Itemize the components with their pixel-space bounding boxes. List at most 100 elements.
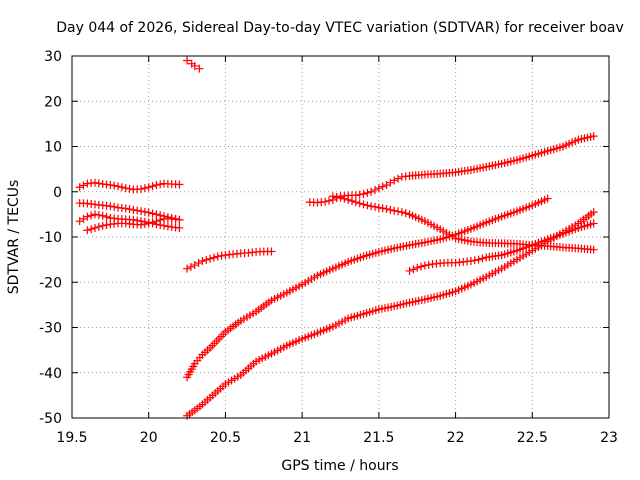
series-arc-4: [83, 214, 184, 235]
data-point: [348, 197, 357, 206]
y-tick-label: -20: [39, 275, 62, 291]
y-tick-label: 10: [44, 140, 62, 156]
data-point: [175, 180, 184, 189]
data-point: [98, 211, 107, 220]
data-point: [378, 204, 387, 213]
series-arc-11: [405, 219, 598, 275]
data-point: [156, 180, 165, 189]
data-point: [405, 266, 414, 275]
data-point: [79, 181, 88, 190]
data-point: [110, 202, 119, 211]
data-point: [87, 211, 96, 220]
x-tick-label: 20: [140, 430, 158, 446]
y-tick-label: 30: [44, 49, 62, 65]
data-point: [190, 61, 199, 70]
y-tick-label: 20: [44, 94, 62, 110]
data-point: [324, 196, 333, 205]
data-point: [367, 202, 376, 211]
data-point: [321, 197, 330, 206]
data-point: [183, 264, 192, 273]
data-point: [371, 185, 380, 194]
data-point: [91, 210, 100, 219]
data-point: [137, 207, 146, 216]
y-tick-label: -40: [39, 366, 62, 382]
data-point: [87, 225, 96, 234]
data-point: [413, 263, 422, 272]
data-point: [394, 174, 403, 183]
data-point: [186, 262, 195, 271]
data-point: [351, 191, 360, 200]
x-tick-label: 21: [293, 430, 311, 446]
data-point: [140, 184, 149, 193]
data-point: [137, 185, 146, 194]
data-point: [543, 194, 552, 203]
x-tick-label: 23: [600, 430, 618, 446]
data-point: [91, 223, 100, 232]
series-arc-2: [75, 199, 184, 224]
data-point: [198, 256, 207, 265]
series-arc-10: [328, 192, 598, 254]
data-point: [156, 216, 165, 225]
data-point: [106, 180, 115, 189]
data-point: [355, 199, 364, 208]
data-point: [344, 195, 353, 204]
data-point: [367, 187, 376, 196]
data-point: [140, 220, 149, 229]
data-point: [106, 202, 115, 211]
y-tick-label: -30: [39, 321, 62, 337]
y-tick-label: -50: [39, 411, 62, 427]
data-point: [470, 256, 479, 265]
data-point: [148, 209, 157, 218]
data-point: [75, 183, 84, 192]
data-point: [363, 201, 372, 210]
data-point: [121, 204, 130, 213]
data-point: [378, 182, 387, 191]
data-point: [83, 226, 92, 235]
data-point: [183, 56, 192, 65]
data-point: [102, 212, 111, 221]
grid-layer: [72, 56, 609, 418]
data-point: [129, 205, 138, 214]
data-point: [190, 261, 199, 270]
data-point: [589, 132, 598, 141]
data-point: [466, 256, 475, 265]
tick-layer: 19.5 20 20.5 21 21.5 22 22.5 23 -50 -40 -30 -20 -10 0…: [39, 49, 618, 446]
data-point: [401, 209, 410, 218]
data-point: [390, 176, 399, 185]
data-point: [589, 208, 598, 217]
data-point: [359, 200, 368, 209]
y-axis-label: SDTVAR / TECUs: [6, 180, 22, 295]
data-point: [83, 212, 92, 221]
data-point: [148, 218, 157, 227]
data-point: [355, 190, 364, 199]
data-point: [163, 222, 172, 231]
data-point: [194, 259, 203, 268]
data-point: [152, 217, 161, 226]
data-point: [175, 223, 184, 232]
data-point: [363, 188, 372, 197]
y-tick-label: -10: [39, 230, 62, 246]
data-point: [390, 206, 399, 215]
data-point: [217, 251, 226, 260]
data-point: [148, 182, 157, 191]
data-point: [117, 183, 126, 192]
data-point: [144, 208, 153, 217]
data-point: [382, 204, 391, 213]
data-point: [206, 254, 215, 263]
series-arc-6: [183, 247, 276, 273]
plot-frame: [71, 55, 610, 419]
data-point: [474, 255, 483, 264]
marker-layer: [75, 56, 598, 420]
data-point: [152, 180, 161, 189]
x-tick-label: 20.5: [210, 430, 241, 446]
data-point: [144, 183, 153, 192]
x-tick-label: 21.5: [363, 430, 394, 446]
data-point: [209, 253, 218, 262]
data-point: [374, 184, 383, 193]
data-point: [397, 208, 406, 217]
data-point: [140, 207, 149, 216]
data-point: [133, 206, 142, 215]
data-point: [175, 215, 184, 224]
data-point: [91, 178, 100, 187]
data-point: [202, 255, 211, 264]
